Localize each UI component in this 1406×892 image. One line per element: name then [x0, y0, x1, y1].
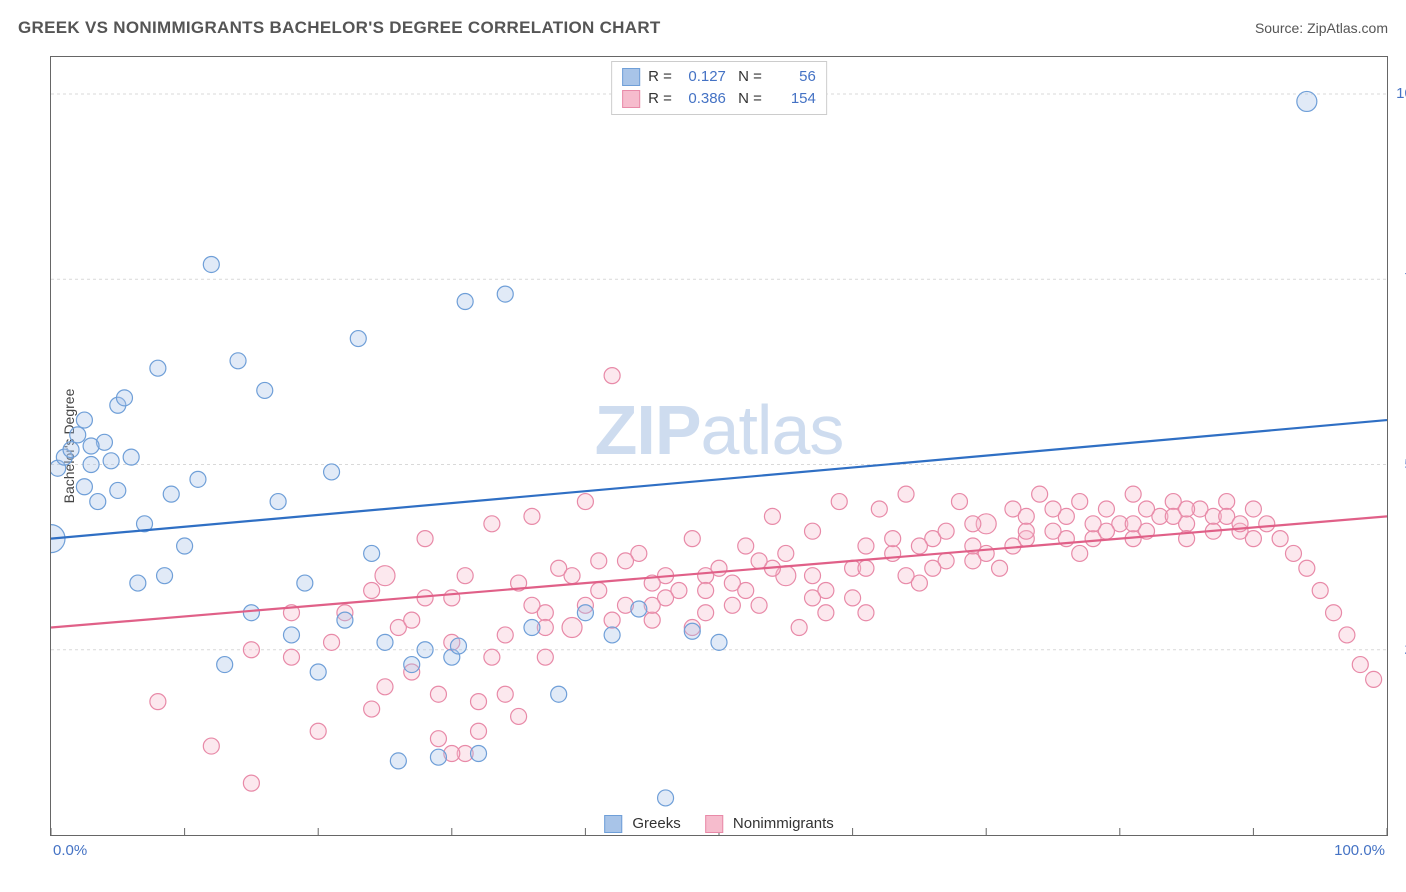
legend-item-nonimmigrants: Nonimmigrants — [705, 815, 834, 833]
r-label: R = — [648, 88, 672, 110]
n-label: N = — [734, 88, 762, 110]
r-value-greeks: 0.127 — [680, 66, 726, 88]
n-label: N = — [734, 66, 762, 88]
chart-title: GREEK VS NONIMMIGRANTS BACHELOR'S DEGREE… — [18, 18, 661, 38]
r-label: R = — [648, 66, 672, 88]
x-axis-max-label: 100.0% — [1334, 842, 1385, 859]
scatter-plot-svg — [51, 57, 1387, 835]
legend-label-greeks: Greeks — [632, 815, 680, 832]
legend-row-nonimmigrants: R = 0.386 N = 154 — [622, 88, 816, 110]
swatch-greeks — [622, 68, 640, 86]
y-tick-label: 100.0% — [1396, 85, 1406, 102]
legend-row-greeks: R = 0.127 N = 56 — [622, 66, 816, 88]
legend-item-greeks: Greeks — [604, 815, 681, 833]
correlation-legend: R = 0.127 N = 56 R = 0.386 N = 154 — [611, 61, 827, 115]
n-value-nonimmigrants: 154 — [770, 88, 816, 110]
source-attribution: Source: ZipAtlas.com — [1255, 20, 1388, 36]
n-value-greeks: 56 — [770, 66, 816, 88]
swatch-nonimmigrants — [622, 90, 640, 108]
legend-label-nonimmigrants: Nonimmigrants — [733, 815, 834, 832]
x-axis-min-label: 0.0% — [53, 842, 87, 859]
r-value-nonimmigrants: 0.386 — [680, 88, 726, 110]
chart-area: Bachelor's Degree ZIPatlas R = 0.127 N =… — [50, 56, 1388, 836]
series-legend: Greeks Nonimmigrants — [598, 815, 840, 833]
swatch-greeks-icon — [604, 815, 622, 833]
swatch-nonimmigrants-icon — [705, 815, 723, 833]
